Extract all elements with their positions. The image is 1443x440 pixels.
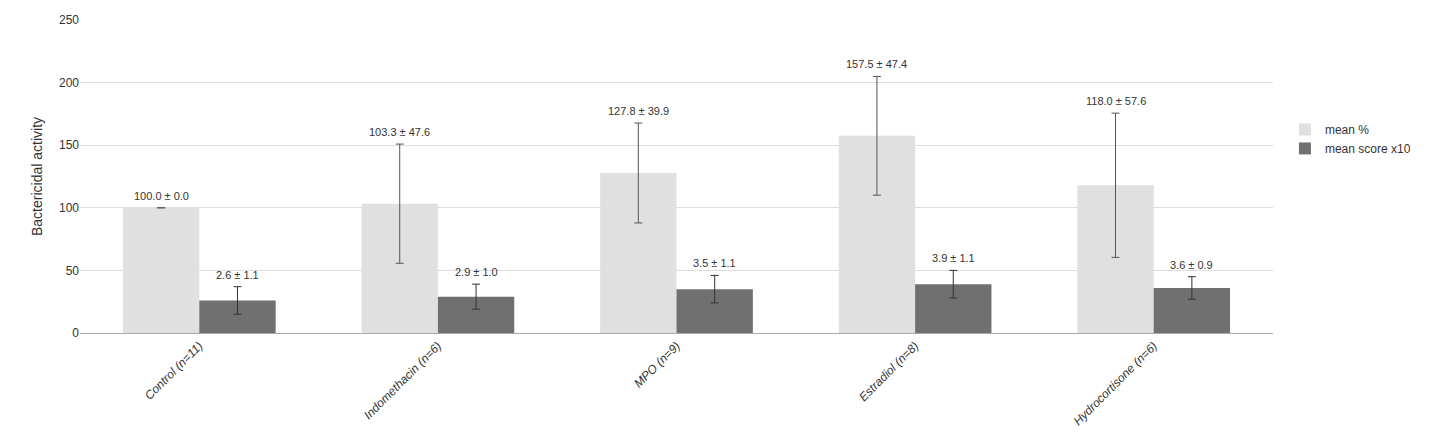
svg-text:100: 100 [59,201,79,215]
svg-text:2.6 ± 1.1: 2.6 ± 1.1 [216,269,259,281]
svg-text:127.8 ± 39.9: 127.8 ± 39.9 [608,105,669,117]
svg-text:50: 50 [66,264,80,278]
svg-text:mean %: mean % [1325,123,1369,137]
svg-text:0: 0 [72,326,79,340]
svg-text:100.0 ± 0.0: 100.0 ± 0.0 [134,190,189,202]
svg-text:Estradiol (n=8): Estradiol (n=8) [856,339,921,404]
svg-text:3.9 ± 1.1: 3.9 ± 1.1 [932,252,975,264]
svg-text:Indomethacin (n=6): Indomethacin (n=6) [361,339,444,422]
svg-text:3.6 ± 0.9: 3.6 ± 0.9 [1170,259,1213,271]
svg-text:103.3 ± 47.6: 103.3 ± 47.6 [369,126,430,138]
svg-text:Bactericidal activity: Bactericidal activity [29,117,45,236]
svg-text:200: 200 [59,76,79,90]
svg-text:3.5 ± 1.1: 3.5 ± 1.1 [693,257,736,269]
svg-text:Hydrocortisone (n=6): Hydrocortisone (n=6) [1071,339,1160,428]
svg-text:150: 150 [59,138,79,152]
svg-text:250: 250 [59,13,79,27]
svg-text:MPO (n=9): MPO (n=9) [631,339,683,391]
svg-text:118.0 ± 57.6: 118.0 ± 57.6 [1086,95,1146,107]
svg-text:157.5 ± 47.4: 157.5 ± 47.4 [846,58,907,70]
svg-text:mean score x10: mean score x10 [1325,142,1411,156]
svg-text:2.9 ± 1.0: 2.9 ± 1.0 [455,266,498,278]
svg-text:Control (n=11): Control (n=11) [142,339,206,403]
